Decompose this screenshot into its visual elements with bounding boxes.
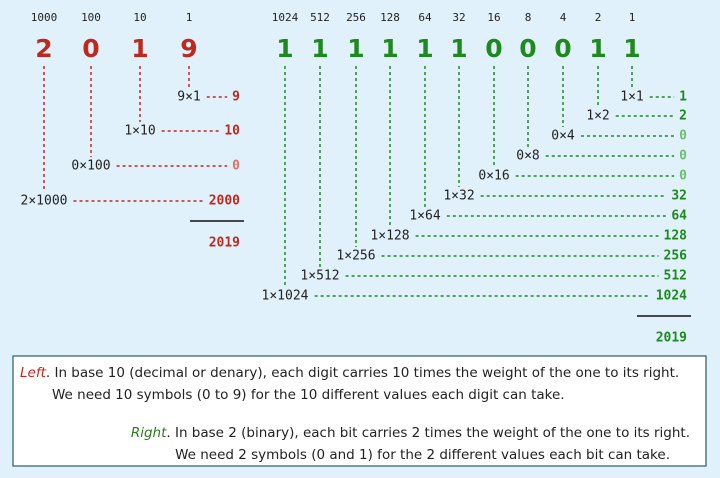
term-value: 128	[664, 229, 688, 244]
term-label: 1×2	[586, 109, 609, 124]
weight-label: 128	[380, 11, 400, 24]
caption-right-line2: We need 2 symbols (0 and 1) for the 2 di…	[175, 447, 670, 463]
weight-label: 256	[346, 11, 366, 24]
digit: 0	[82, 34, 99, 63]
term-label: 2×1000	[21, 194, 68, 209]
term-value: 512	[664, 269, 687, 284]
term-label: 1×256	[336, 249, 375, 264]
digit: 1	[347, 34, 364, 63]
weight-label: 1	[629, 11, 636, 24]
term-value: 32	[671, 189, 687, 204]
term-label: 0×16	[478, 169, 509, 184]
term-value: 10	[224, 124, 240, 139]
total: 2019	[209, 236, 240, 251]
term-label: 0×8	[516, 149, 539, 164]
caption-left-line1: Left. In base 10 (decimal or denary), ea…	[20, 365, 679, 381]
weight-label: 512	[310, 11, 330, 24]
digit: 1	[416, 34, 433, 63]
weight-label: 2	[595, 11, 602, 24]
digit: 1	[276, 34, 293, 63]
term-value: 1	[679, 90, 687, 105]
caption-left-line2: We need 10 symbols (0 to 9) for the 10 d…	[52, 387, 565, 403]
digit: 1	[131, 34, 148, 63]
caption-right-label: Right	[131, 425, 167, 441]
term-value: 64	[671, 209, 687, 224]
digit: 1	[623, 34, 640, 63]
weight-label: 10	[133, 11, 146, 24]
digit: 1	[311, 34, 328, 63]
weight-label: 64	[418, 11, 432, 24]
caption-box	[12, 355, 707, 467]
digit: 2	[35, 34, 52, 63]
total: 2019	[656, 331, 687, 346]
weight-label: 100	[81, 11, 101, 24]
weight-label: 1	[186, 11, 193, 24]
caption-right-text: . In base 2 (binary), each bit carries 2…	[166, 425, 690, 441]
term-label: 1×10	[124, 124, 155, 139]
weight-label: 1000	[31, 11, 58, 24]
weight-label: 4	[560, 11, 567, 24]
digit: 1	[589, 34, 606, 63]
digit: 9	[180, 34, 197, 63]
term-value: 2	[679, 109, 687, 124]
term-label: 9×1	[177, 90, 200, 105]
term-label: 1×1	[620, 90, 643, 105]
term-label: 0×100	[71, 159, 110, 174]
caption-left-label: Left	[20, 365, 47, 381]
caption-left-text: . In base 10 (decimal or denary), each d…	[46, 365, 679, 381]
digit: 0	[485, 34, 502, 63]
term-value: 9	[232, 90, 240, 105]
digit: 1	[450, 34, 467, 63]
term-value: 0	[679, 129, 687, 144]
term-label: 0×4	[551, 129, 575, 144]
digit: 0	[554, 34, 571, 63]
term-label: 1×128	[370, 229, 409, 244]
term-value: 1024	[656, 289, 687, 304]
term-value: 256	[664, 249, 688, 264]
term-value: 0	[232, 159, 240, 174]
weight-label: 8	[525, 11, 532, 24]
term-value: 0	[679, 169, 687, 184]
term-value: 2000	[209, 194, 240, 209]
digit: 0	[519, 34, 536, 63]
term-label: 1×1024	[262, 289, 309, 304]
term-label: 1×512	[300, 269, 339, 284]
weight-label: 32	[452, 11, 465, 24]
term-label: 1×64	[409, 209, 440, 224]
term-label: 1×32	[443, 189, 474, 204]
digit: 1	[381, 34, 398, 63]
caption-right-line1: Right. In base 2 (binary), each bit carr…	[131, 425, 690, 441]
weight-label: 16	[487, 11, 500, 24]
weight-label: 1024	[272, 11, 299, 24]
term-value: 0	[679, 149, 687, 164]
